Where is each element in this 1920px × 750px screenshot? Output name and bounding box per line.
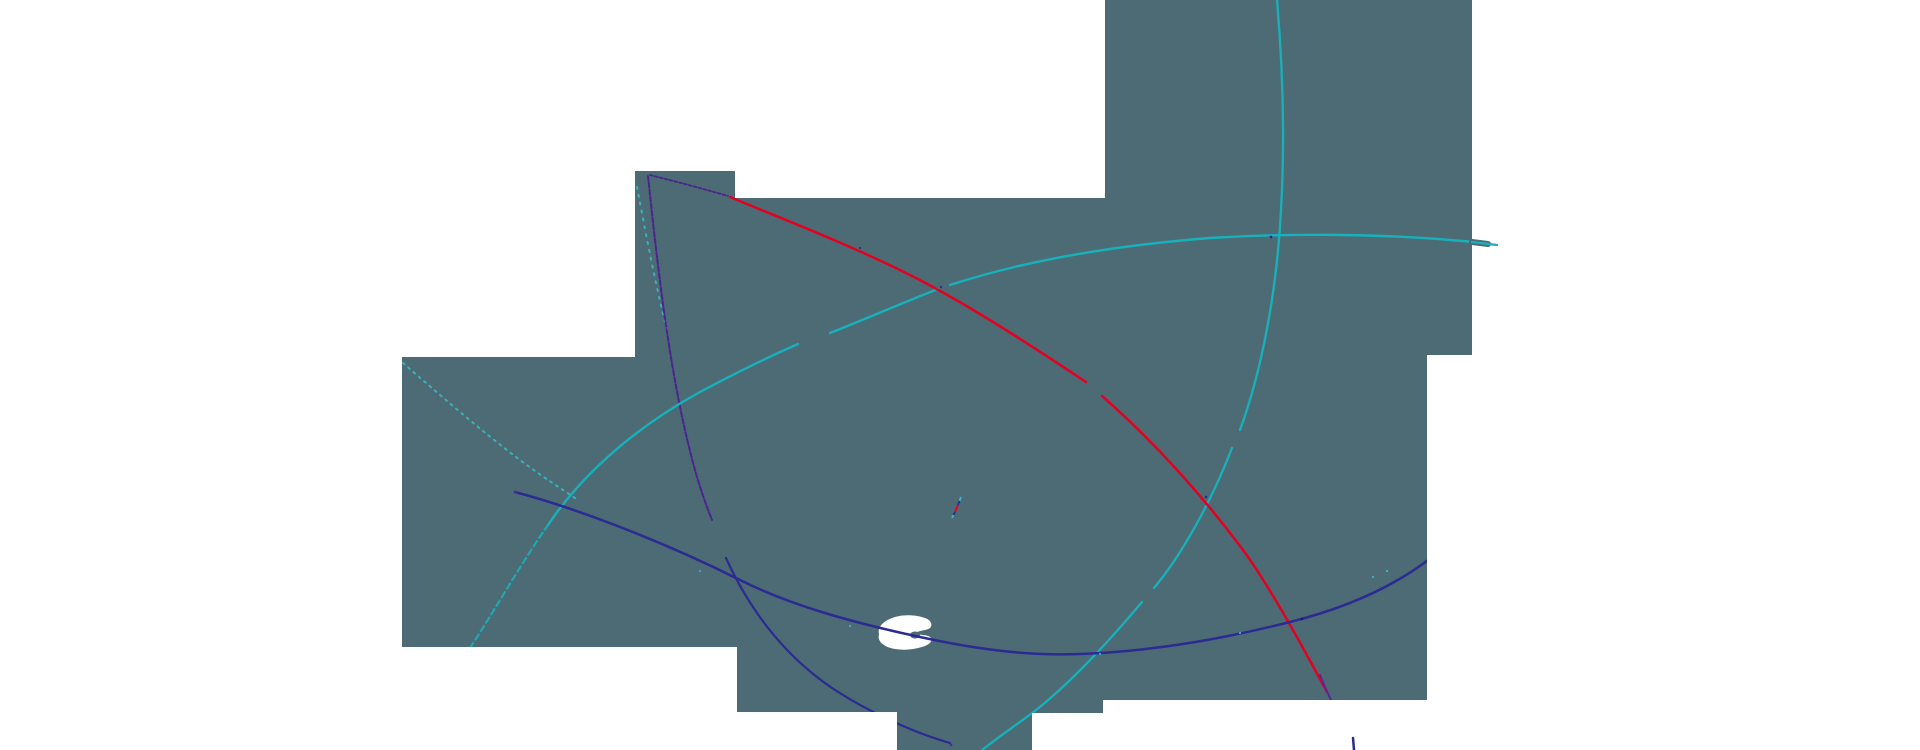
trajectory-violet-top: [649, 174, 729, 197]
crossing-dot: [1269, 235, 1273, 239]
central-marker-red: [954, 504, 959, 513]
central-marker-cyan-bottom: [951, 514, 955, 519]
crossing-dot: [1204, 495, 1208, 499]
trajectory-red-seg2: [1100, 394, 1329, 694]
aa-speck: [949, 743, 953, 747]
trajectory-navy-steep: [724, 556, 952, 745]
aa-speck: [1385, 569, 1389, 573]
central-marker-navy-upper: [957, 500, 961, 506]
trajectory-navy-shallow: [513, 490, 1430, 656]
trajectory-cyan-dotted-left: [402, 362, 579, 501]
trajectory-red-seg1: [728, 195, 1088, 384]
bottom-navy-dash: [1351, 736, 1356, 750]
trajectory-bigcyan-seg1: [1238, 0, 1285, 432]
trajectory-cyan-dotted-corner: [636, 186, 668, 331]
trajectory-cyanmain-fade: [468, 523, 550, 650]
crossing-dot: [939, 285, 943, 289]
loaded-tiles-region: [402, 0, 1472, 750]
trajectory-cyanmain-seg3: [948, 233, 1472, 287]
trajectory-cyanmain-seg2: [828, 287, 940, 335]
trajectory-cyan-tail: [1470, 240, 1499, 247]
crossing-dot: [1300, 617, 1304, 621]
aa-speck: [1371, 575, 1375, 579]
aa-speck: [848, 624, 852, 628]
trajectory-bigcyan-seg3: [980, 600, 1144, 750]
aa-speck: [1098, 652, 1102, 656]
trajectory-cyanmain-seg1: [546, 342, 800, 527]
central-marker-cyan-top: [958, 496, 962, 502]
central-marker-navy-lower: [952, 511, 956, 516]
trajectory-violet-steep: [647, 175, 713, 521]
trajectory-bigcyan-seg2: [1152, 446, 1234, 590]
aa-speck: [514, 490, 518, 494]
crossing-dot: [858, 246, 862, 250]
aa-speck: [698, 569, 702, 573]
aa-speck: [1238, 631, 1242, 635]
